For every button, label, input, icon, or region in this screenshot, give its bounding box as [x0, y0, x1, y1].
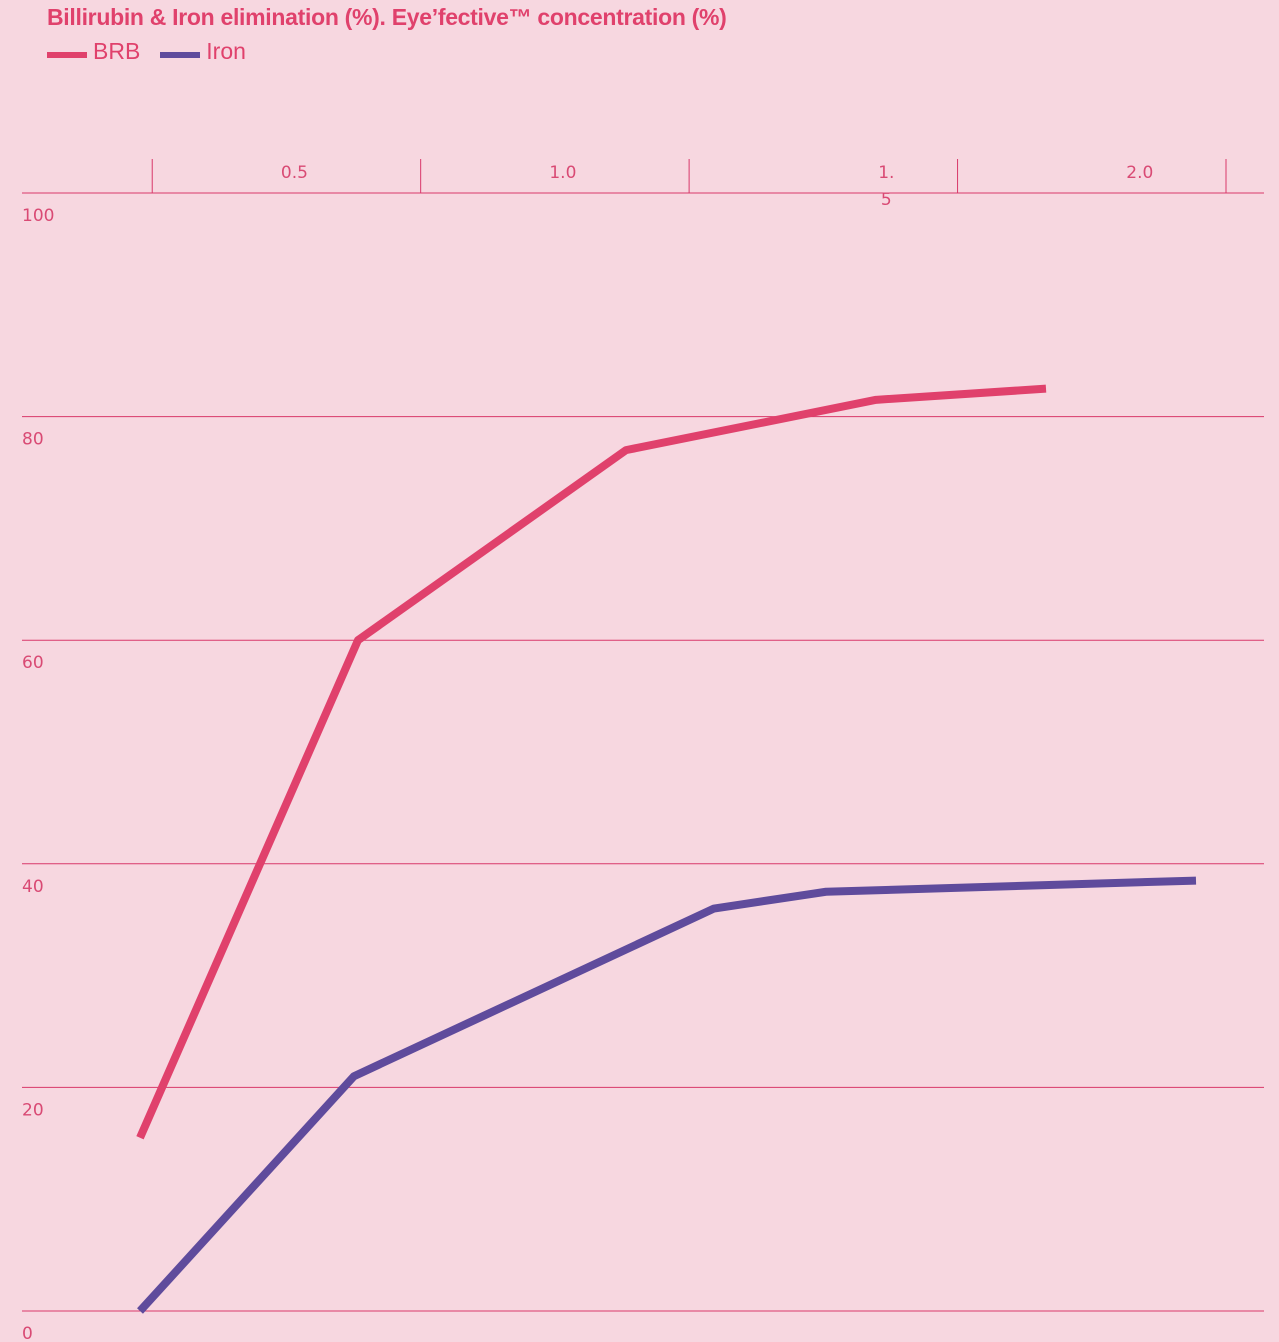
legend: BRB Iron: [47, 38, 266, 65]
chart-title: Billirubin & Iron elimination (%). Eye’f…: [47, 4, 727, 30]
y-tick-label-100: 100: [22, 206, 54, 226]
y-tick-label-0: 0: [22, 1324, 33, 1342]
y-tick-label-40: 40: [22, 877, 44, 897]
legend-swatch-iron: [160, 51, 201, 58]
series-line-iron: [137, 876, 1197, 1314]
legend-item-brb: BRB: [47, 38, 140, 65]
x-tick-label-0: 0.5: [281, 163, 308, 183]
x-tick-label-1: 1.0: [549, 163, 576, 183]
legend-swatch-brb: [47, 51, 87, 58]
legend-item-iron: Iron: [160, 38, 246, 65]
legend-label-iron: Iron: [206, 38, 246, 64]
y-tick-label-80: 80: [22, 430, 44, 450]
series-line-brb: [136, 384, 1047, 1140]
y-tick-label-60: 60: [22, 653, 44, 673]
legend-label-brb: BRB: [93, 38, 141, 64]
y-tick-label-20: 20: [22, 1100, 44, 1120]
x-tick-label-3: 2.0: [1126, 163, 1153, 183]
x-tick-label-2: 1. 5: [878, 163, 894, 210]
